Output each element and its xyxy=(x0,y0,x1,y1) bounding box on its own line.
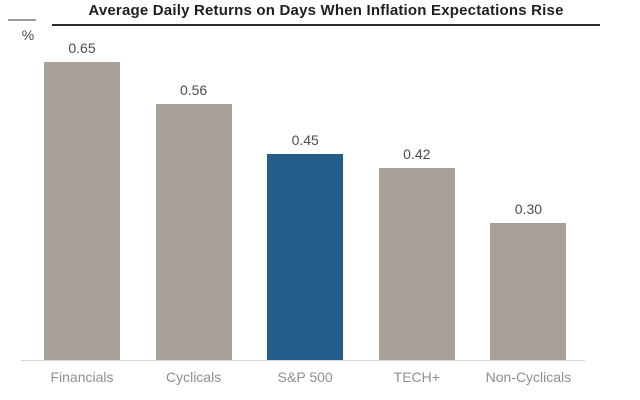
bar-value-label: 0.65 xyxy=(68,40,96,56)
bar xyxy=(155,104,232,360)
bar xyxy=(378,168,455,360)
bar-value-label: 0.45 xyxy=(291,132,319,148)
bar-value-label: 0.42 xyxy=(403,146,431,162)
bar-category-label: Financials xyxy=(50,369,114,385)
bar-category-label: Cyclicals xyxy=(165,369,222,385)
y-axis-unit-label: % xyxy=(21,27,35,43)
bar xyxy=(267,154,344,360)
chart-title: Average Daily Returns on Days When Infla… xyxy=(88,2,564,19)
title-underline: Average Daily Returns on Days When Infla… xyxy=(52,2,600,26)
bar-value-label: 0.56 xyxy=(179,82,208,98)
x-axis-line xyxy=(21,360,585,361)
bar-category-label: TECH+ xyxy=(393,369,440,385)
bar-value-label: 0.30 xyxy=(514,201,543,217)
bar-category-label: Non-Cyclicals xyxy=(485,369,572,385)
bar xyxy=(490,223,567,360)
bar xyxy=(44,62,120,360)
y-axis-tick-line xyxy=(8,19,36,21)
bar-category-label: S&P 500 xyxy=(277,369,333,385)
